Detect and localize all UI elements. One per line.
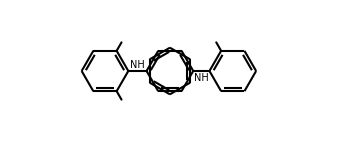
Text: NH: NH bbox=[194, 73, 209, 83]
Text: NH: NH bbox=[130, 59, 145, 69]
